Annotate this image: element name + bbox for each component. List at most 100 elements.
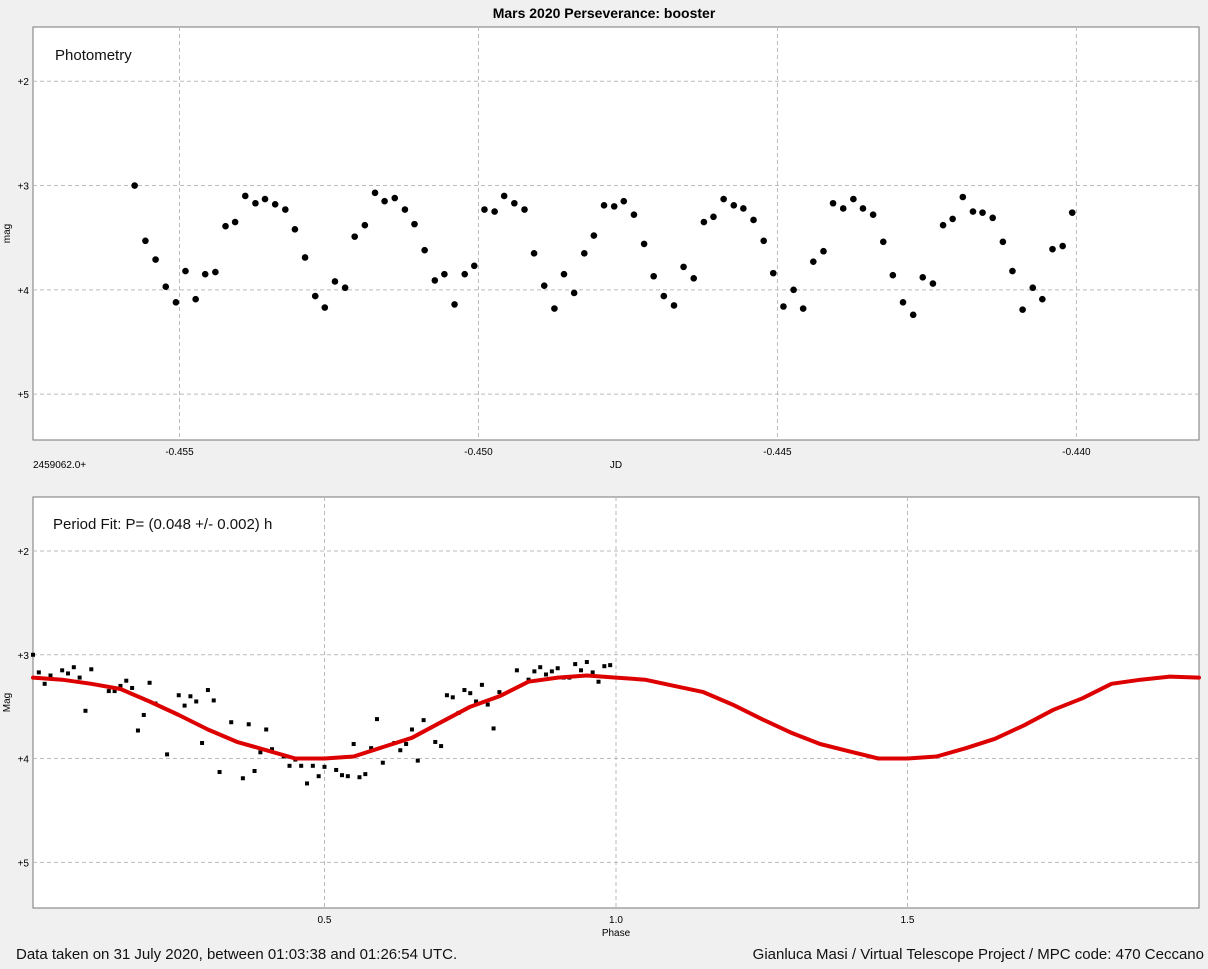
- data-point: [421, 246, 428, 254]
- data-point: [1029, 284, 1037, 292]
- data-point: [680, 263, 687, 271]
- data-point: [1049, 245, 1056, 253]
- data-point: [584, 660, 589, 665]
- data-point: [222, 222, 229, 230]
- data-point: [730, 202, 738, 209]
- data-point: [500, 192, 508, 200]
- data-point: [363, 772, 368, 777]
- data-point: [474, 699, 479, 704]
- data-point: [820, 247, 827, 255]
- data-point: [514, 668, 519, 673]
- data-point: [570, 289, 578, 297]
- data-point: [899, 299, 907, 306]
- data-point: [299, 763, 304, 768]
- data-point: [690, 275, 698, 282]
- data-point: [60, 668, 65, 673]
- data-point: [491, 208, 498, 215]
- y-tick-label: +5: [18, 390, 30, 401]
- data-point: [700, 218, 708, 226]
- data-point: [497, 690, 502, 695]
- data-point: [339, 773, 344, 778]
- footer-data-info: Data taken on 31 July 2020, between 01:0…: [16, 946, 458, 963]
- data-point: [526, 677, 531, 682]
- data-point: [850, 195, 857, 203]
- data-point: [176, 693, 181, 698]
- data-point: [1019, 306, 1026, 313]
- data-point: [760, 237, 767, 245]
- data-point: [374, 717, 379, 722]
- data-point: [246, 722, 251, 727]
- x-tick-label: -0.455: [165, 447, 194, 458]
- data-point: [839, 205, 847, 212]
- data-point: [879, 238, 887, 246]
- y-tick-label: +3: [18, 182, 30, 193]
- data-point: [909, 311, 917, 319]
- x-tick-label: 1.0: [609, 915, 623, 926]
- data-point: [231, 218, 239, 226]
- data-point: [310, 763, 315, 768]
- x-axis-label: JD: [610, 460, 622, 471]
- data-point: [271, 200, 279, 208]
- data-point: [670, 302, 678, 309]
- data-point: [939, 221, 947, 229]
- data-point: [799, 305, 807, 312]
- data-point: [316, 774, 321, 779]
- data-point: [48, 673, 53, 678]
- data-point: [147, 680, 152, 685]
- data-point: [949, 215, 956, 223]
- data-point: [929, 280, 937, 287]
- data-point: [780, 303, 787, 310]
- data-point: [301, 254, 309, 261]
- data-point: [581, 250, 588, 257]
- data-point: [141, 712, 146, 717]
- data-point: [361, 221, 369, 229]
- data-point: [859, 205, 867, 212]
- data-point: [555, 666, 560, 671]
- data-point: [36, 670, 41, 675]
- data-point: [404, 742, 409, 747]
- data-point: [65, 671, 70, 676]
- data-point: [401, 206, 409, 213]
- data-point: [560, 270, 568, 278]
- data-point: [258, 750, 263, 755]
- data-point: [919, 274, 927, 281]
- footer-credits: Gianluca Masi / Virtual Telescope Projec…: [752, 946, 1204, 963]
- data-point: [321, 304, 329, 311]
- data-point: [999, 238, 1007, 246]
- data-point: [162, 283, 170, 290]
- data-point: [439, 744, 444, 749]
- data-point: [351, 233, 358, 240]
- data-point: [451, 301, 458, 308]
- data-point: [322, 764, 327, 769]
- data-point: [790, 286, 797, 294]
- data-point: [590, 670, 595, 675]
- data-point: [42, 681, 47, 686]
- data-point: [201, 270, 209, 278]
- data-point: [182, 703, 187, 708]
- page-title: Mars 2020 Perseverance: booster: [492, 5, 716, 21]
- data-point: [479, 682, 484, 687]
- data-point: [444, 693, 449, 698]
- data-point: [610, 203, 618, 210]
- data-point: [462, 688, 467, 693]
- data-point: [544, 672, 549, 677]
- data-point: [869, 211, 877, 219]
- data-point: [200, 740, 205, 745]
- y-tick-label: +3: [18, 651, 30, 662]
- data-point: [188, 694, 193, 699]
- data-point: [1068, 209, 1076, 216]
- y-tick-label: +2: [18, 547, 30, 558]
- data-point: [1009, 267, 1016, 275]
- data-point: [334, 767, 339, 772]
- x-tick-label: 1.5: [901, 915, 915, 926]
- data-point: [740, 205, 747, 212]
- y-tick-label: +2: [18, 77, 30, 88]
- data-point: [261, 195, 269, 203]
- y-tick-label: +5: [18, 858, 30, 869]
- data-point: [357, 775, 362, 780]
- data-point: [979, 209, 986, 216]
- data-point: [31, 652, 35, 657]
- y-tick-label: +4: [18, 755, 30, 766]
- data-point: [640, 240, 648, 248]
